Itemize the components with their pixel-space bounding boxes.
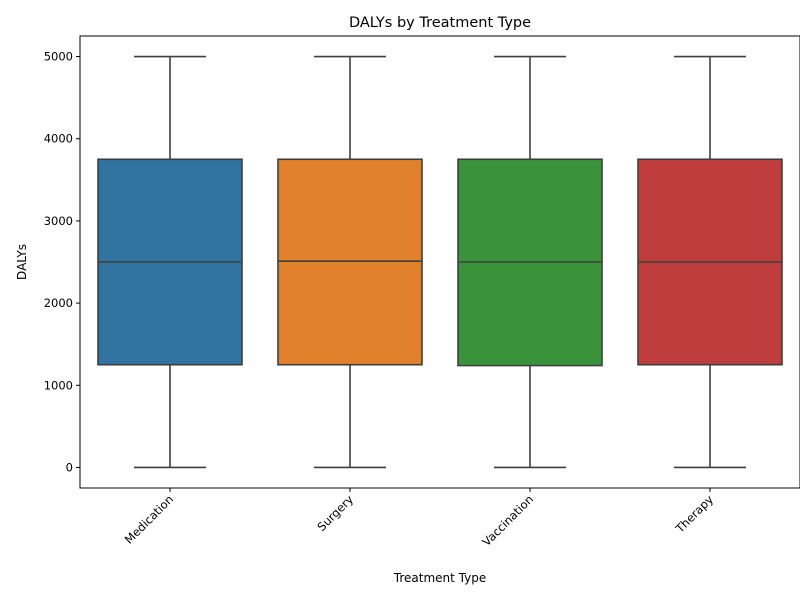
y-axis-ticks: 0 1000 2000 3000 4000 5000 (44, 50, 80, 474)
y-axis-label: DALYs (15, 244, 29, 280)
x-tick-label: Therapy (672, 492, 716, 536)
box-group-surgery (277, 55, 423, 469)
box-group-therapy (637, 55, 783, 469)
plot-frame (79, 35, 800, 489)
plot-area (97, 55, 783, 469)
box-group-vaccination (457, 55, 603, 469)
x-tick-label: Medication (122, 492, 176, 546)
y-tick-label: 5000 (44, 50, 73, 64)
x-tick-label: Vaccination (479, 492, 536, 549)
y-tick-label: 1000 (44, 378, 73, 392)
x-axis-label: Treatment Type (393, 571, 486, 585)
box-group-medication (97, 55, 243, 469)
y-tick-label: 4000 (44, 132, 73, 146)
y-tick-label: 2000 (44, 296, 73, 310)
y-tick-label: 0 (66, 460, 73, 474)
chart-title: DALYs by Treatment Type (349, 15, 531, 31)
y-tick-label: 3000 (44, 214, 73, 228)
iqr-box (277, 158, 423, 366)
x-tick-label: Surgery (314, 492, 356, 534)
x-axis-ticks: Medication Surgery Vaccination Therapy (122, 488, 716, 549)
